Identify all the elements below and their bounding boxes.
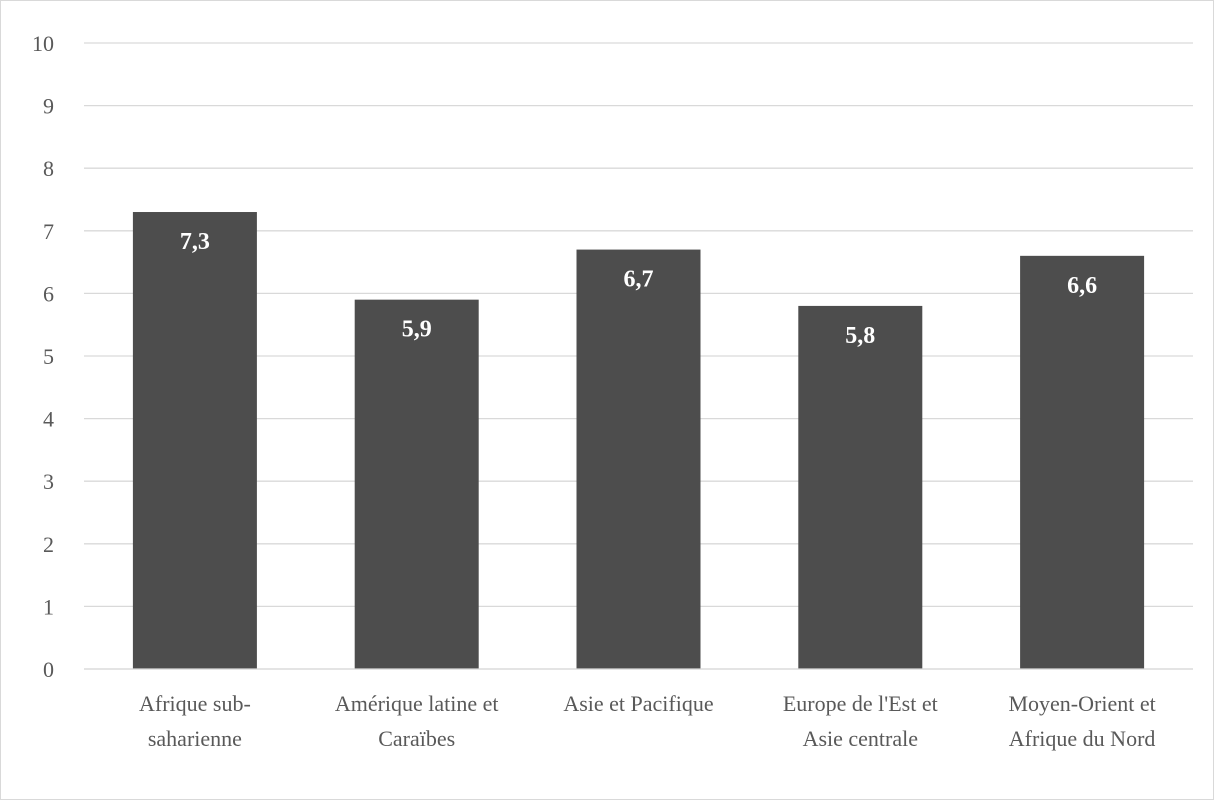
y-tick-label-0: 0	[43, 657, 54, 682]
x-category-label-line: Caraïbes	[378, 726, 455, 751]
bar-2	[576, 249, 701, 669]
x-category-label-line: Asie et Pacifique	[563, 691, 713, 716]
y-tick-label-2: 2	[43, 532, 54, 557]
y-tick-label-9: 9	[43, 94, 54, 119]
y-tick-label-8: 8	[43, 156, 54, 181]
x-category-label-0: Afrique sub-saharienne	[139, 691, 251, 751]
y-tick-label-6: 6	[43, 281, 54, 306]
x-category-label-line: Amérique latine et	[335, 691, 499, 716]
bar-1	[354, 299, 479, 669]
x-category-label-1: Amérique latine et Caraïbes	[335, 691, 499, 751]
x-category-label-4: Moyen-Orient et Afrique du Nord	[1008, 691, 1155, 751]
y-tick-label-4: 4	[43, 407, 54, 432]
y-tick-label-3: 3	[43, 469, 54, 494]
y-tick-label-1: 1	[43, 594, 54, 619]
y-tick-label-5: 5	[43, 344, 54, 369]
data-label-1: 5,9	[402, 317, 432, 343]
bar-3	[798, 305, 923, 669]
x-category-label-line: saharienne	[148, 726, 242, 751]
data-label-4: 6,6	[1067, 273, 1097, 299]
data-label-3: 5,8	[845, 323, 875, 349]
bar-4	[1020, 255, 1145, 669]
x-category-label-line: Asie centrale	[803, 726, 918, 751]
x-category-label-line: Moyen-Orient et	[1008, 691, 1155, 716]
x-category-label-line: Afrique sub-	[139, 691, 251, 716]
data-label-2: 6,7	[624, 267, 654, 293]
x-category-label-line: Afrique du Nord	[1009, 726, 1156, 751]
x-category-label-line: Europe de l'Est et	[783, 691, 938, 716]
bar-0	[132, 212, 257, 669]
x-category-label-3: Europe de l'Est et Asie centrale	[783, 691, 938, 751]
y-tick-label-10: 10	[32, 31, 54, 56]
y-tick-label-7: 7	[43, 219, 54, 244]
bar-chart: 0 1 2 3 4 5 6 7 8 9 10 7,3 Afrique sub-saharienne 5,9…	[32, 31, 1193, 751]
x-category-label-2: Asie et Pacifique	[563, 691, 713, 716]
data-label-0: 7,3	[180, 229, 210, 255]
